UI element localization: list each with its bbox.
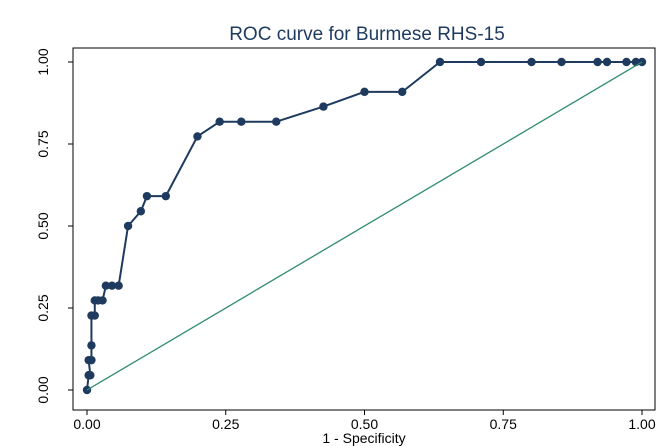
x-axis-label: 1 - Specificity: [322, 430, 405, 446]
roc-point: [593, 57, 602, 67]
roc-point: [123, 221, 133, 231]
axes-group: 0.00 0.25 0.50 0.75 1.00 0.00 0.25 0.50 0.75 1.00: [35, 48, 656, 432]
roc-point: [107, 281, 117, 290]
x-tick-label: 0.75: [490, 416, 517, 432]
roc-point: [557, 57, 566, 67]
y-tick-label: 0.75: [35, 130, 51, 157]
roc-point: [98, 296, 107, 305]
roc-point: [193, 132, 202, 141]
roc-point: [622, 57, 631, 67]
roc-point: [87, 355, 96, 365]
y-tick-label: 0.25: [35, 294, 51, 321]
y-tick-label: 1.00: [35, 48, 51, 75]
roc-point: [87, 341, 96, 350]
roc-point: [398, 87, 407, 97]
roc-point: [476, 57, 486, 67]
x-tick-label: 0.00: [73, 416, 100, 432]
roc-point: [142, 191, 152, 201]
roc-curve-line: [86, 61, 642, 391]
roc-point: [435, 57, 445, 67]
y-tick-label: 0.50: [35, 212, 51, 239]
roc-point: [237, 117, 246, 126]
roc-point: [136, 207, 146, 216]
plot-frame: [72, 47, 656, 411]
roc-point: [90, 311, 99, 320]
roc-point: [602, 57, 612, 67]
x-tick-label: 0.50: [351, 416, 378, 432]
roc-point: [272, 117, 281, 126]
roc-point: [319, 102, 328, 111]
roc-point: [86, 371, 95, 380]
roc-point: [215, 117, 224, 126]
x-tick-label: 0.25: [212, 416, 239, 432]
y-tick-label: 0.00: [35, 376, 51, 403]
roc-point: [114, 281, 123, 290]
roc-point: [161, 191, 171, 201]
chart-title: ROC curve for Burmese RHS-15: [229, 24, 505, 45]
x-tick-label: 1.00: [628, 416, 655, 432]
series-group: [82, 57, 647, 395]
reference-line: [86, 61, 643, 391]
roc-point: [101, 281, 111, 290]
roc-point: [527, 57, 536, 67]
roc-point: [360, 87, 369, 97]
